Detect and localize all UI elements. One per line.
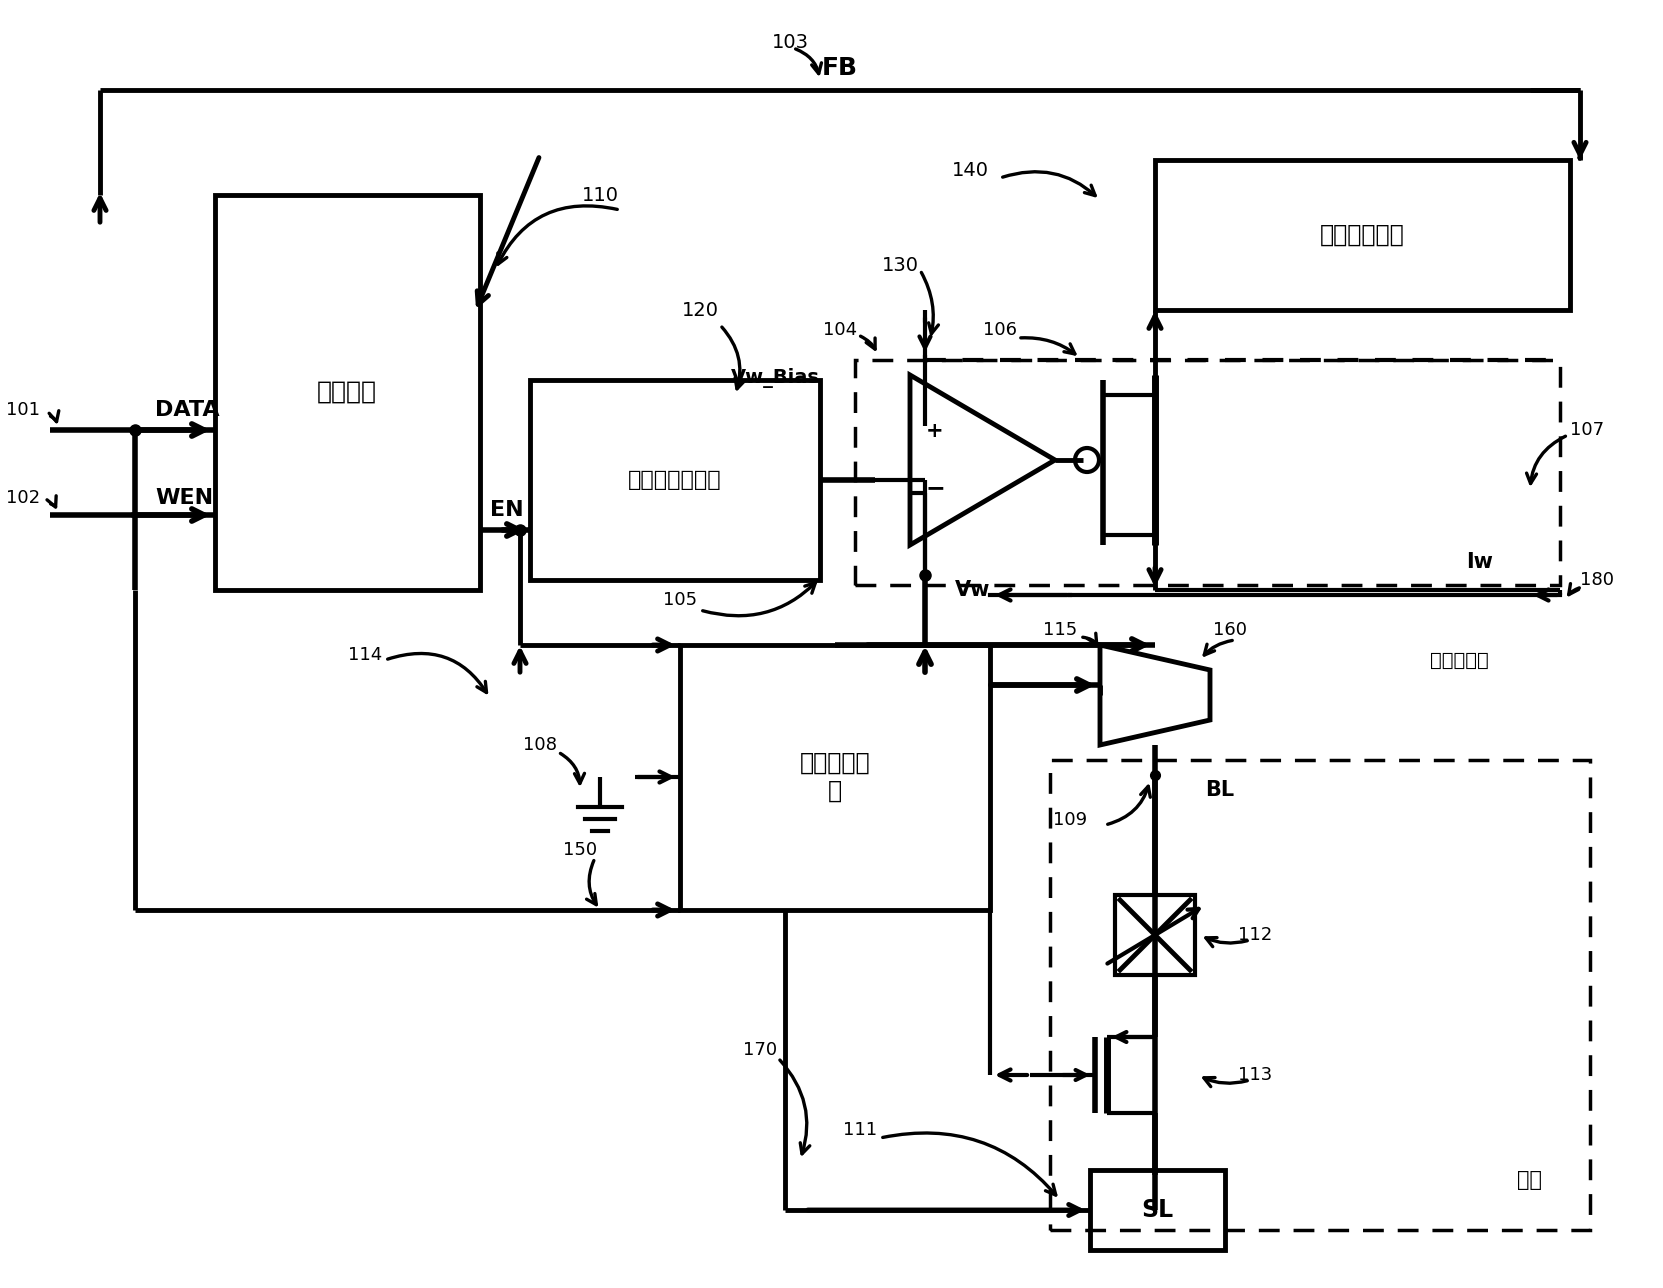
Text: 108: 108	[522, 735, 557, 753]
Text: 130: 130	[881, 255, 918, 274]
Text: Vw_Bias: Vw_Bias	[732, 368, 820, 388]
Text: 阵列: 阵列	[1518, 1170, 1543, 1190]
Bar	[530, 380, 820, 580]
Text: 112: 112	[1237, 926, 1272, 944]
Text: DATA: DATA	[155, 401, 220, 420]
Text: +: +	[926, 421, 945, 440]
Text: 114: 114	[348, 647, 382, 665]
Text: 110: 110	[582, 185, 619, 205]
Text: 控制电路: 控制电路	[318, 380, 378, 404]
Bar	[855, 361, 1560, 585]
Text: 111: 111	[843, 1121, 876, 1139]
Text: 106: 106	[983, 321, 1018, 339]
Text: SL: SL	[1141, 1198, 1172, 1222]
Text: −: −	[925, 477, 945, 500]
Text: 150: 150	[564, 841, 597, 859]
Text: 120: 120	[682, 300, 718, 319]
Bar	[1114, 895, 1196, 975]
Text: BL: BL	[1206, 781, 1234, 800]
Text: FB: FB	[822, 55, 858, 80]
Text: 电流检测电路: 电流检测电路	[1320, 223, 1404, 247]
Text: Iw: Iw	[1467, 553, 1493, 572]
Text: 105: 105	[664, 591, 697, 609]
Text: 极性选择电
路: 极性选择电 路	[800, 751, 870, 802]
Text: Vw: Vw	[955, 580, 991, 600]
Bar	[1156, 160, 1570, 310]
Text: 140: 140	[951, 161, 988, 179]
Text: EN: EN	[491, 500, 524, 520]
Text: WEN: WEN	[155, 488, 213, 507]
Text: 103: 103	[772, 32, 808, 52]
Bar	[1089, 1170, 1226, 1249]
Text: 写电压产生电路: 写电压产生电路	[629, 470, 722, 489]
Bar	[680, 645, 989, 911]
Polygon shape	[1099, 645, 1211, 744]
Bar	[1049, 760, 1590, 1230]
Text: 109: 109	[1053, 811, 1088, 829]
Text: 160: 160	[1212, 621, 1247, 639]
Text: 115: 115	[1043, 621, 1078, 639]
Text: 113: 113	[1237, 1066, 1272, 1084]
Text: 180: 180	[1580, 571, 1615, 589]
Text: 列选通电路: 列选通电路	[1430, 650, 1488, 670]
Text: 170: 170	[743, 1041, 777, 1059]
Text: 107: 107	[1570, 421, 1605, 439]
Text: 102: 102	[7, 489, 40, 507]
Text: 104: 104	[823, 321, 856, 339]
Text: 101: 101	[7, 401, 40, 419]
Bar	[215, 194, 481, 590]
